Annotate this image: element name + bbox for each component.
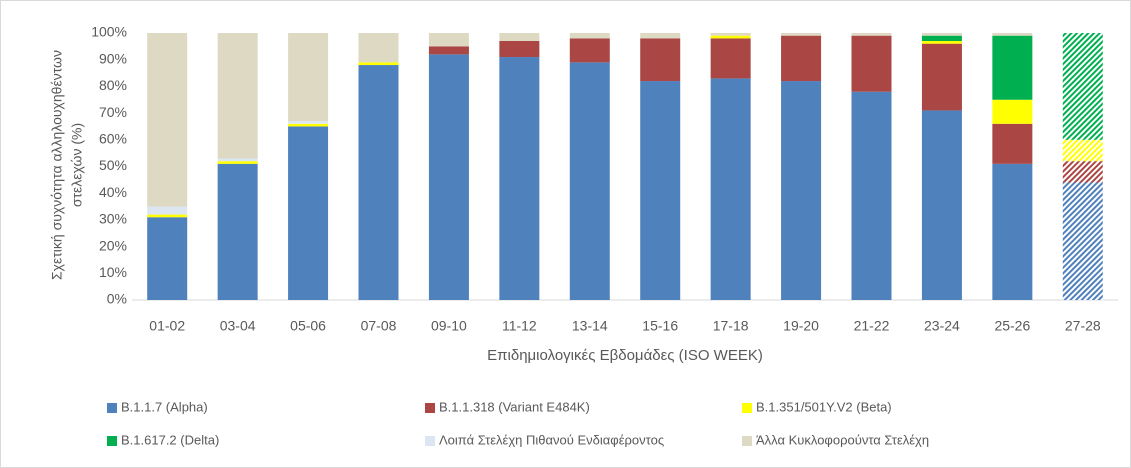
bar-segment	[710, 33, 751, 36]
legend-swatch	[742, 436, 752, 446]
bar-segment	[921, 41, 962, 44]
bar-segment	[358, 62, 399, 66]
x-axis-label: Επιδημιολογικές Εβδομάδες (ISO WEEK)	[487, 347, 763, 364]
bar-segment	[499, 41, 540, 58]
x-tick-label: 13-14	[572, 318, 608, 334]
legend-label: Λοιπά Στελέχη Πιθανού Ενδιαφέροντος	[439, 432, 664, 447]
bar-segment	[217, 161, 258, 164]
bar-segment	[992, 163, 1033, 300]
bar-segment	[1062, 33, 1103, 140]
x-tick-label: 05-06	[290, 318, 326, 334]
bar-segment	[992, 35, 1033, 100]
bar-segment	[851, 33, 892, 36]
x-tick-label: 11-12	[502, 318, 537, 334]
bar-segment	[288, 126, 329, 300]
x-tick-label: 03-04	[220, 318, 256, 334]
x-tick-label: 21-22	[854, 318, 890, 334]
bar-segment	[428, 46, 469, 55]
legend-label: B.1.1.318 (Variant E484K)	[439, 399, 590, 414]
bar-segment	[710, 78, 751, 300]
y-tick-label: 0%	[107, 291, 127, 307]
bar-segment	[1062, 182, 1103, 300]
y-tick-label: 40%	[99, 184, 127, 200]
x-tick-label: 09-10	[431, 318, 467, 334]
y-axis-label: Σχετική συχνότητα αλληλουχηθέντων	[49, 50, 65, 280]
bar-segment	[358, 65, 399, 300]
bar-segment	[781, 33, 822, 36]
y-tick-label: 10%	[99, 264, 127, 280]
bar-segment	[428, 33, 469, 47]
bar-segment	[992, 123, 1033, 164]
y-tick-label: 60%	[99, 131, 127, 147]
bar-segment	[640, 38, 681, 82]
legend-swatch	[107, 436, 117, 446]
bar-segment	[781, 81, 822, 300]
bar-segment	[1062, 161, 1103, 183]
bar-segment	[921, 35, 962, 42]
y-tick-label: 20%	[99, 237, 127, 253]
bar-segment	[710, 38, 751, 79]
y-tick-label: 30%	[99, 211, 127, 227]
bar-segment	[569, 33, 610, 39]
bar-segment	[358, 33, 399, 63]
bar-segment	[569, 38, 610, 63]
bar-segment	[569, 62, 610, 301]
bar-segment	[921, 43, 962, 111]
legend-swatch	[742, 403, 752, 413]
y-tick-label: 70%	[99, 104, 127, 120]
bar-segment	[288, 33, 329, 122]
legend-label: B.1.351/501Y.V2 (Beta)	[756, 399, 892, 414]
bar-segment	[921, 110, 962, 301]
bar-segment	[217, 158, 258, 162]
y-tick-label: 100%	[91, 24, 127, 40]
legend-label: B.1.1.7 (Alpha)	[121, 399, 208, 414]
y-tick-label: 80%	[99, 77, 127, 93]
y-axis-label: στελεχών (%)	[69, 123, 85, 207]
legend-swatch	[107, 403, 117, 413]
bar-segment	[992, 99, 1033, 124]
bar-segment	[147, 217, 188, 300]
x-tick-label: 01-02	[149, 318, 185, 334]
bar-segment	[640, 81, 681, 300]
legend-label: B.1.617.2 (Delta)	[121, 432, 219, 447]
bar-segment	[147, 206, 188, 215]
bar-segment	[851, 91, 892, 301]
x-tick-label: 07-08	[361, 318, 397, 334]
bar-segment	[851, 35, 892, 92]
x-tick-label: 15-16	[642, 318, 678, 334]
x-tick-label: 23-24	[924, 318, 960, 334]
bar-segment	[428, 54, 469, 300]
x-tick-label: 19-20	[783, 318, 819, 334]
x-tick-label: 27-28	[1065, 318, 1101, 334]
bar-segment	[710, 35, 751, 39]
bar-segment	[217, 163, 258, 300]
bar-segment	[781, 35, 822, 82]
x-tick-label: 25-26	[994, 318, 1030, 334]
y-tick-label: 50%	[99, 157, 127, 173]
bar-segment	[288, 123, 329, 127]
legend-label: Άλλα Κυκλοφορούντα Στελέχη	[756, 432, 929, 447]
bar-segment	[147, 214, 188, 218]
legend-swatch	[425, 436, 435, 446]
bar-segment	[499, 33, 540, 42]
bar-segment	[640, 33, 681, 39]
bar-segment	[147, 33, 188, 207]
bar-segment	[499, 57, 540, 300]
x-tick-label: 17-18	[713, 318, 749, 334]
y-tick-label: 90%	[99, 50, 127, 66]
bar-segment	[992, 33, 1033, 36]
bar-segment	[921, 33, 962, 36]
bar-segment	[1062, 139, 1103, 162]
legend-swatch	[425, 403, 435, 413]
bar-segment	[288, 121, 329, 124]
bar-segment	[217, 33, 258, 159]
